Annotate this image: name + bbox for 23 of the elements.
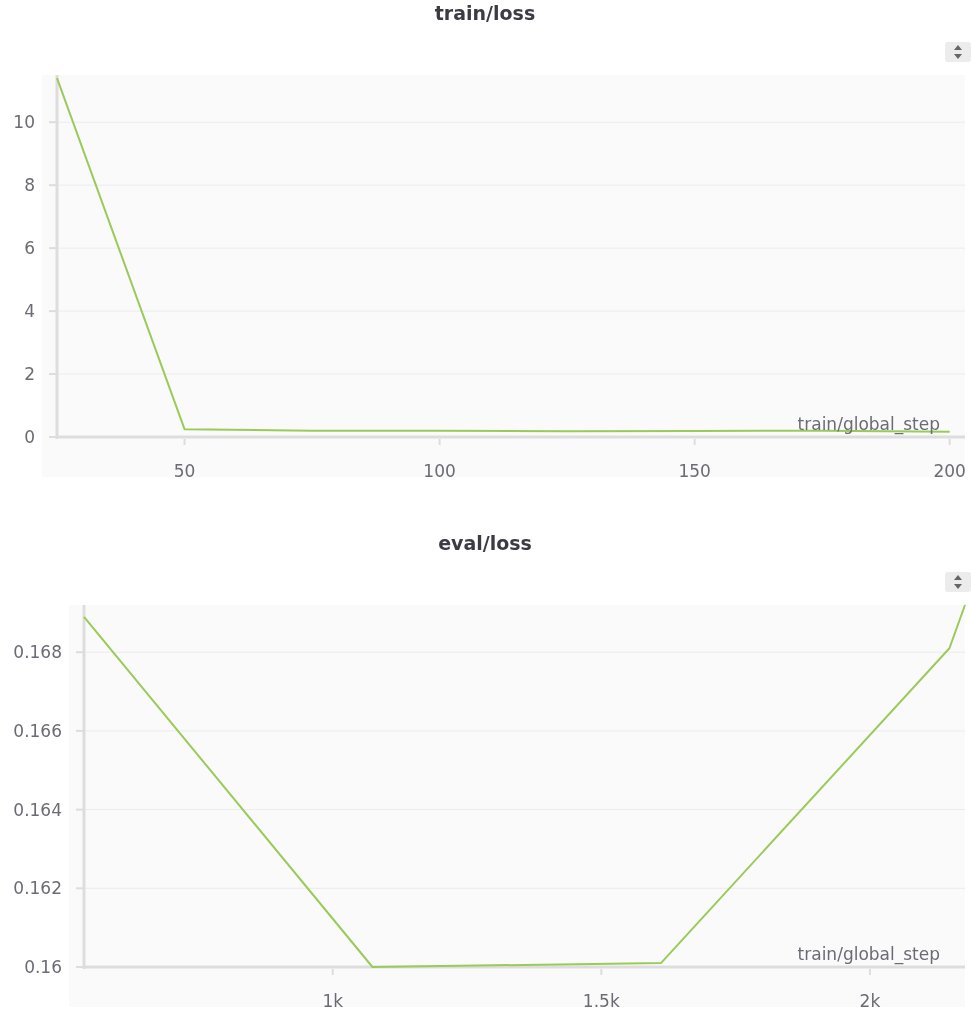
x-axis-title: train/global_step (797, 414, 940, 435)
x-tick-label: 1.5k (582, 991, 620, 1011)
y-tick-label: 4 (24, 301, 35, 322)
x-axis-title: train/global_step (797, 944, 940, 965)
x-tick-label: 2k (859, 991, 881, 1011)
y-tick-label: 6 (24, 238, 35, 259)
chart-title: train/loss (434, 2, 536, 24)
y-tick-label: 0.166 (13, 720, 62, 741)
y-tick-label: 10 (13, 112, 35, 133)
chart-title: eval/loss (438, 532, 532, 554)
y-tick-label: 0.168 (13, 642, 62, 663)
y-tick-label: 8 (24, 175, 35, 196)
x-tick-label: 1k (322, 991, 344, 1011)
y-tick-label: 0.164 (13, 799, 62, 820)
y-tick-label: 0.162 (13, 878, 62, 899)
line-series (56, 77, 951, 433)
x-tick-label: 200 (933, 461, 966, 481)
x-tick-label: 150 (678, 461, 711, 481)
x-tick-label: 100 (423, 461, 456, 481)
y-tick-label: 2 (24, 364, 35, 385)
y-tick-label: 0.16 (24, 957, 62, 977)
x-tick-label: 50 (173, 461, 196, 481)
y-tick-label: 0 (24, 427, 35, 447)
